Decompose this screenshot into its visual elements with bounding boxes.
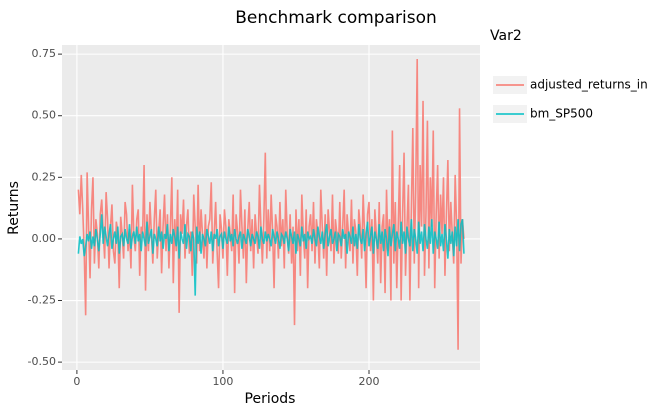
x-tick-label: 200	[359, 375, 380, 388]
x-tick-label: 100	[212, 375, 233, 388]
x-tick-label: 0	[73, 375, 80, 388]
legend-title: Var2	[490, 28, 522, 44]
x-axis-title: Periods	[245, 391, 296, 407]
y-tick-label: 0.25	[32, 170, 57, 183]
series-line	[77, 214, 465, 296]
legend-label: adjusted_returns_in	[530, 78, 648, 92]
chart-title: Benchmark comparison	[235, 8, 437, 28]
y-tick-label: -0.50	[28, 355, 56, 368]
legend-label: bm_SP500	[530, 107, 593, 121]
y-tick-label: 0.50	[32, 109, 57, 122]
y-tick-label: -0.25	[28, 294, 56, 307]
y-tick-label: 0.00	[32, 232, 57, 245]
y-tick-label: 0.75	[32, 47, 57, 60]
y-axis-title: Returns	[6, 181, 22, 235]
